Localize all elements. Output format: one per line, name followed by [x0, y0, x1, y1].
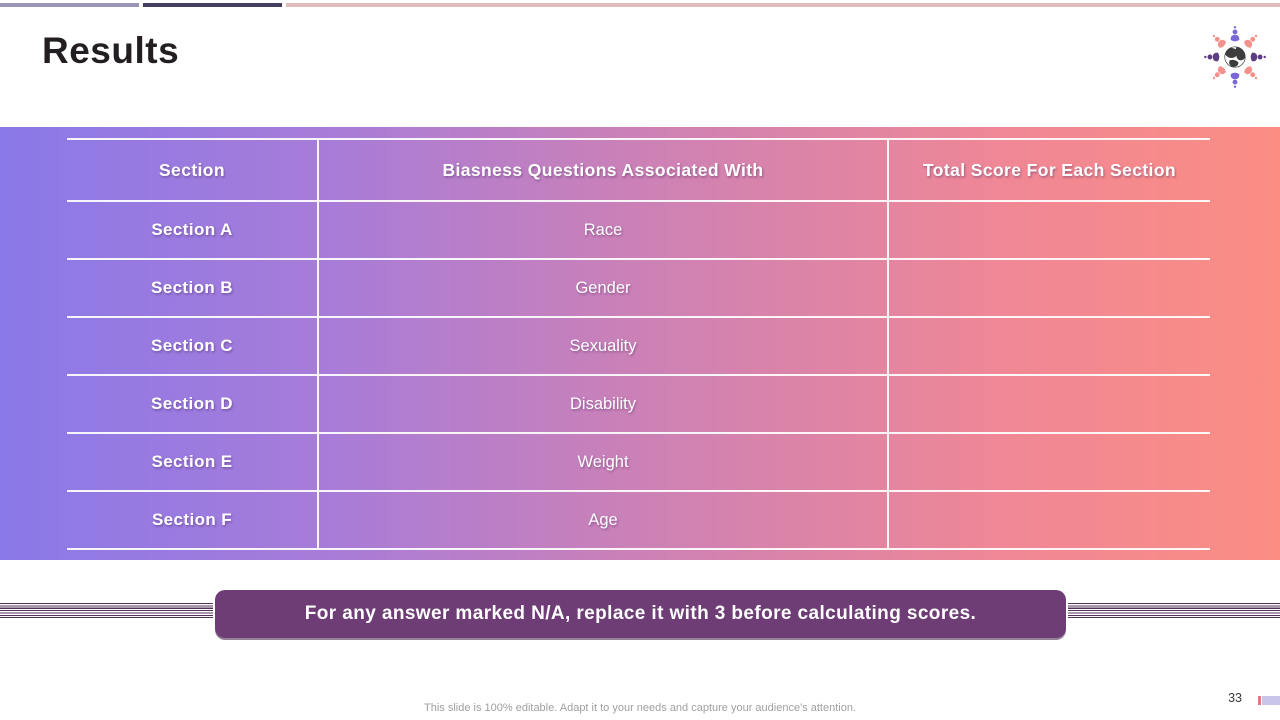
table-cell-score — [887, 202, 1210, 258]
table-cell-score — [887, 376, 1210, 432]
note-banner: For any answer marked N/A, replace it wi… — [215, 590, 1066, 638]
table-cell-question: Race — [317, 202, 887, 258]
footer-accent-tick — [1258, 696, 1261, 705]
table-row: Section A Race — [67, 200, 1210, 258]
table-header-row: Section Biasness Questions Associated Wi… — [67, 138, 1210, 200]
table-cell-section: Section C — [150, 336, 233, 355]
table-cell-question: Weight — [317, 434, 887, 490]
table-cell-score — [887, 492, 1210, 548]
gradient-table-band: Section Biasness Questions Associated Wi… — [0, 127, 1280, 560]
note-banner-text: For any answer marked N/A, replace it wi… — [304, 603, 977, 624]
table-cell-section: Section F — [151, 510, 233, 529]
banner-stripes-right — [1068, 603, 1280, 619]
table-row: Section B Gender — [67, 258, 1210, 316]
table-row: Section F Age — [67, 490, 1210, 550]
table-row: Section E Weight — [67, 432, 1210, 490]
table-cell-score — [887, 434, 1210, 490]
table-cell-section: Section B — [150, 278, 233, 297]
results-table: Section Biasness Questions Associated Wi… — [67, 138, 1210, 550]
column-header-questions: Biasness Questions Associated With — [317, 140, 887, 200]
table-row: Section D Disability — [67, 374, 1210, 432]
top-accent-bar-2 — [143, 3, 282, 7]
table-cell-section: Section A — [151, 220, 233, 239]
footer-note: This slide is 100% editable. Adapt it to… — [424, 702, 856, 714]
table-row: Section C Sexuality — [67, 316, 1210, 374]
table-cell-score — [887, 260, 1210, 316]
table-cell-question: Age — [317, 492, 887, 548]
page-number: 33 — [1228, 691, 1242, 705]
column-header-total-score: Total Score For Each Section — [887, 140, 1210, 200]
table-cell-section: Section D — [150, 394, 233, 413]
page-title: Results — [42, 30, 180, 71]
table-cell-question: Disability — [317, 376, 887, 432]
footer-accent-bar — [1262, 696, 1280, 705]
table-cell-question: Sexuality — [317, 318, 887, 374]
column-header-section: Section — [158, 159, 225, 180]
top-accent-bar-3 — [286, 3, 1280, 7]
table-cell-question: Gender — [317, 260, 887, 316]
table-cell-score — [887, 318, 1210, 374]
top-accent-bar-1 — [0, 3, 139, 7]
globe-people-icon — [1204, 26, 1266, 88]
table-cell-section: Section E — [151, 452, 233, 471]
banner-stripes-left — [0, 603, 213, 619]
